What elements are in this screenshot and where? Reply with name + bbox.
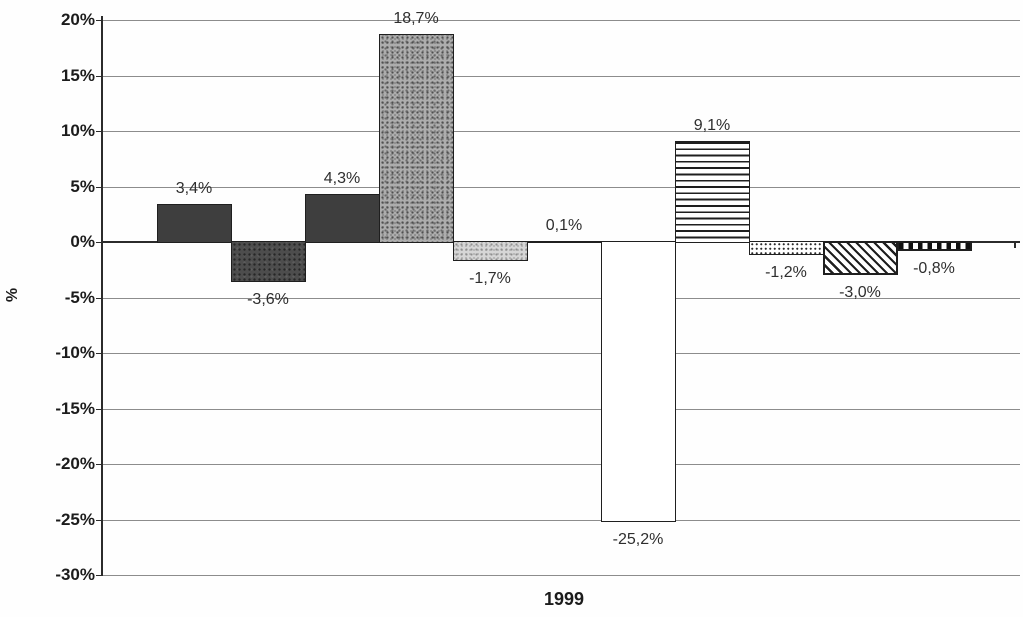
bar-value-label: -1,2% — [765, 264, 807, 282]
gridline — [102, 408, 1020, 410]
gridline — [102, 20, 1020, 21]
y-axis-tick — [96, 575, 101, 576]
bar-horizontal-lines — [675, 140, 750, 243]
bar-gray-speckled — [379, 34, 454, 243]
y-tick-label: 10% — [60, 121, 95, 140]
y-axis-tick — [96, 353, 101, 354]
y-axis-tick — [96, 464, 101, 465]
y-axis-tick — [96, 242, 101, 243]
bar-solid-dark — [305, 194, 380, 243]
bar-diagonal-hatch — [823, 241, 898, 276]
bar-value-label: 4,3% — [323, 170, 361, 188]
bar-light-speckled — [453, 241, 528, 261]
bar-white — [601, 241, 676, 522]
y-tick-label: -20% — [55, 454, 95, 473]
y-axis-tick — [96, 186, 101, 188]
bar-value-label: -1,7% — [469, 269, 511, 287]
bar-white — [527, 240, 602, 243]
bar-value-label: 3,4% — [175, 180, 213, 198]
y-tick-label: -30% — [55, 565, 95, 584]
bar-value-label: -3,6% — [247, 290, 289, 308]
gridline — [102, 186, 1020, 188]
gridline — [102, 75, 1020, 77]
y-axis-line — [101, 16, 103, 576]
y-axis-tick — [96, 297, 101, 299]
gridline — [102, 575, 1020, 576]
y-tick-label: 15% — [60, 65, 95, 85]
y-tick-label: -25% — [55, 509, 95, 529]
y-axis-tick — [96, 75, 101, 77]
category-label: 1999 — [543, 589, 585, 609]
y-tick-label: 20% — [60, 10, 95, 29]
y-tick-label: -10% — [55, 343, 95, 362]
bar-solid-dark-mottled — [231, 241, 306, 282]
gridline — [102, 464, 1020, 465]
bar-value-label: -3,0% — [839, 284, 881, 302]
y-tick-label: -15% — [55, 398, 95, 418]
bar-value-label: -0,8% — [913, 259, 955, 277]
gridline — [102, 353, 1020, 354]
bar-value-label: 18,7% — [393, 10, 439, 28]
zero-axis-end-tick — [1014, 241, 1016, 248]
bar-vertical-stripes — [897, 241, 972, 251]
gridline — [102, 519, 1020, 521]
y-tick-label: -5% — [64, 287, 95, 307]
y-axis-tick — [96, 20, 101, 21]
gridline — [102, 297, 1020, 299]
y-axis-tick — [96, 408, 101, 410]
y-tick-label: 5% — [70, 176, 95, 196]
y-tick-label: 0% — [70, 232, 95, 251]
bar-value-label: -25,2% — [612, 530, 664, 548]
y-axis-tick — [96, 519, 101, 521]
bar-solid-dark — [157, 204, 232, 243]
bar-value-label: 9,1% — [693, 116, 731, 134]
bar-fine-dots — [749, 241, 824, 256]
y-axis-tick — [96, 131, 101, 132]
gridline — [102, 131, 1020, 132]
bar-value-label: 0,1% — [545, 216, 583, 234]
